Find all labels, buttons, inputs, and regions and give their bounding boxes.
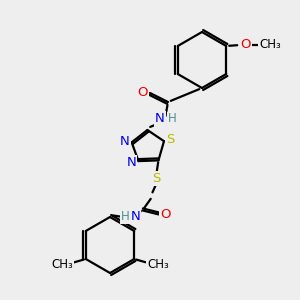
Text: H: H bbox=[121, 210, 130, 223]
Text: O: O bbox=[160, 208, 171, 221]
Text: CH₃: CH₃ bbox=[51, 257, 73, 271]
Text: N: N bbox=[155, 112, 165, 125]
Text: O: O bbox=[240, 38, 250, 52]
Text: O: O bbox=[138, 85, 148, 98]
Text: N: N bbox=[120, 135, 130, 148]
Text: CH₃: CH₃ bbox=[260, 38, 281, 52]
Text: N: N bbox=[127, 156, 136, 169]
Text: H: H bbox=[168, 112, 176, 125]
Text: CH₃: CH₃ bbox=[147, 257, 169, 271]
Text: S: S bbox=[152, 172, 161, 185]
Text: S: S bbox=[166, 133, 174, 146]
Text: N: N bbox=[130, 210, 140, 223]
